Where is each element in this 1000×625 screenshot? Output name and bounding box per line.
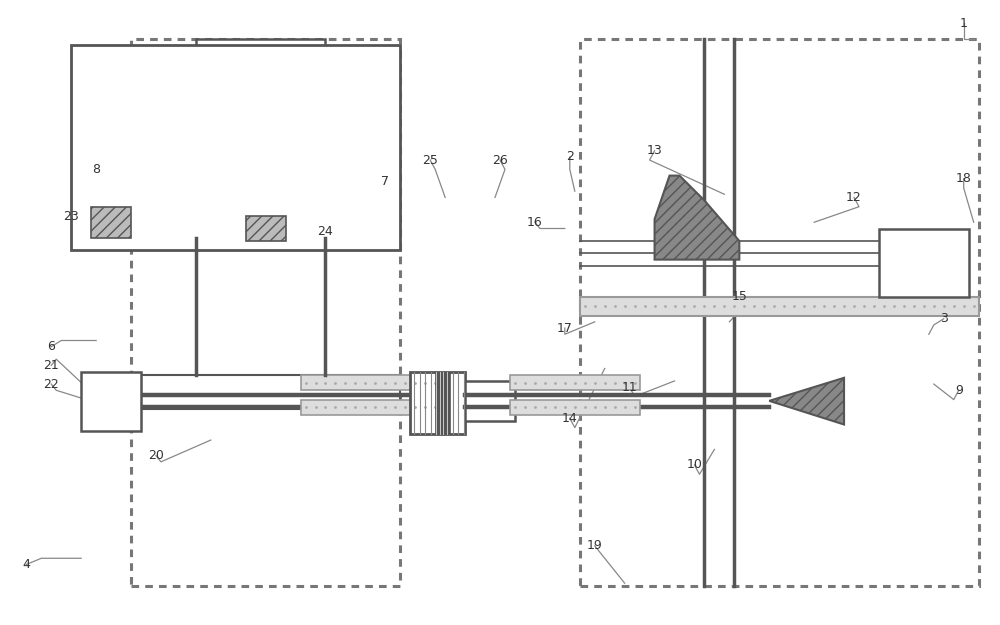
Polygon shape bbox=[769, 378, 844, 424]
Text: 18: 18 bbox=[956, 173, 972, 185]
Bar bbox=[301, 399, 450, 415]
Text: 25: 25 bbox=[422, 154, 438, 166]
Bar bbox=[580, 39, 979, 586]
Bar bbox=[580, 297, 979, 316]
Polygon shape bbox=[91, 207, 131, 238]
Text: 11: 11 bbox=[622, 381, 638, 394]
Text: 1: 1 bbox=[960, 17, 968, 29]
Text: 15: 15 bbox=[731, 291, 747, 304]
Text: 2: 2 bbox=[566, 151, 574, 164]
Text: 9: 9 bbox=[955, 384, 963, 397]
Text: 17: 17 bbox=[557, 321, 573, 334]
Text: 4: 4 bbox=[22, 558, 30, 571]
Polygon shape bbox=[246, 216, 286, 241]
Polygon shape bbox=[655, 176, 739, 259]
Text: 23: 23 bbox=[63, 209, 79, 222]
Bar bbox=[879, 229, 969, 297]
Bar bbox=[510, 399, 640, 415]
Text: 12: 12 bbox=[846, 191, 862, 204]
Text: 19: 19 bbox=[587, 539, 603, 552]
Text: 26: 26 bbox=[492, 154, 508, 166]
Text: 7: 7 bbox=[381, 176, 389, 188]
Text: 10: 10 bbox=[687, 459, 702, 471]
Bar bbox=[131, 39, 400, 586]
Bar bbox=[71, 45, 400, 250]
Text: 14: 14 bbox=[562, 412, 578, 425]
Bar bbox=[435, 372, 450, 434]
Bar bbox=[196, 39, 325, 375]
Bar bbox=[301, 375, 450, 390]
Bar bbox=[465, 381, 515, 421]
Text: 3: 3 bbox=[940, 312, 948, 325]
Bar bbox=[510, 375, 640, 390]
Bar bbox=[410, 372, 465, 434]
Text: 16: 16 bbox=[527, 216, 543, 229]
Text: 20: 20 bbox=[148, 449, 164, 462]
Bar bbox=[131, 375, 400, 409]
Text: 24: 24 bbox=[318, 225, 333, 238]
Text: 6: 6 bbox=[47, 340, 55, 353]
Text: 21: 21 bbox=[43, 359, 59, 372]
Text: 22: 22 bbox=[43, 378, 59, 391]
Text: 13: 13 bbox=[647, 144, 662, 158]
Text: 8: 8 bbox=[92, 163, 100, 176]
Bar bbox=[81, 372, 141, 431]
